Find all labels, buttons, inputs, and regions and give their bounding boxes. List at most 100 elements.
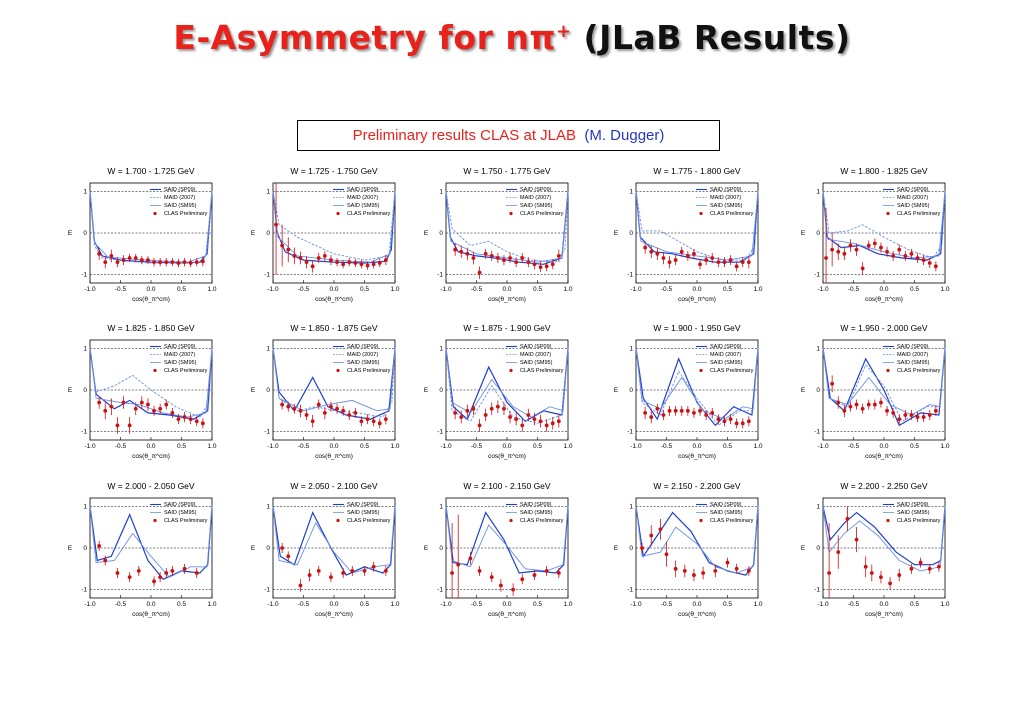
y-tick-label: -1 bbox=[81, 587, 87, 594]
chart-panel: W = 1.725 - 1.750 GeV 1 0 -1 -1.0 -0.5 0.0 0.5 1… bbox=[245, 163, 417, 313]
legend-label: MAID (2007) bbox=[520, 352, 551, 358]
data-point bbox=[848, 243, 853, 248]
legend-label: SAID (SM95) bbox=[164, 203, 197, 209]
data-point bbox=[658, 527, 663, 532]
data-point bbox=[477, 270, 482, 275]
data-point bbox=[502, 258, 506, 262]
y-tick-label: 1 bbox=[266, 503, 270, 510]
curve-said-sp09 bbox=[822, 191, 946, 261]
y-tick-label: -1 bbox=[264, 272, 270, 279]
data-point bbox=[746, 569, 751, 573]
chart-title: W = 1.825 - 1.850 GeV bbox=[107, 323, 195, 333]
chart-title: W = 1.750 - 1.775 GeV bbox=[463, 166, 551, 176]
chart-title: W = 1.875 - 1.900 GeV bbox=[463, 323, 551, 333]
x-tick-label: 1.0 bbox=[940, 601, 949, 608]
data-point bbox=[710, 411, 715, 415]
data-point bbox=[127, 423, 132, 428]
chart-svg: W = 2.000 - 2.050 GeV 1 0 -1 -1.0 -0.5 0.0 0.5 1… bbox=[68, 481, 217, 618]
x-tick-label: 0.5 bbox=[360, 443, 369, 450]
y-axis-label: E bbox=[801, 230, 806, 237]
curve-maid-2007 bbox=[445, 191, 569, 263]
y-axis-label: E bbox=[251, 230, 256, 237]
data-point bbox=[286, 404, 291, 409]
data-point bbox=[879, 575, 883, 580]
x-tick-label: -0.5 bbox=[298, 286, 310, 293]
curve-said-sm95 bbox=[89, 348, 213, 418]
data-point bbox=[158, 575, 163, 580]
data-point bbox=[194, 571, 199, 575]
data-point bbox=[341, 571, 346, 575]
curve-maid-2007 bbox=[89, 191, 213, 264]
chart-panel: W = 1.825 - 1.850 GeV 1 0 -1 -1.0 -0.5 0.0 0.5 1… bbox=[62, 320, 234, 470]
data-point bbox=[109, 254, 114, 258]
data-point bbox=[139, 258, 144, 262]
y-axis-label: E bbox=[614, 545, 619, 552]
data-point bbox=[316, 402, 321, 407]
chart-panel: W = 2.000 - 2.050 GeV 1 0 -1 -1.0 -0.5 0.0 0.5 1… bbox=[62, 478, 234, 628]
data-point bbox=[136, 569, 141, 573]
data-point bbox=[316, 569, 321, 573]
y-tick-label: 0 bbox=[439, 545, 443, 552]
title-main: E-Asymmetry for nπ bbox=[173, 18, 556, 57]
data-point bbox=[734, 264, 739, 269]
legend-label: MAID (2007) bbox=[710, 195, 741, 201]
chart-title: W = 2.150 - 2.200 GeV bbox=[653, 481, 741, 491]
data-point bbox=[97, 251, 102, 256]
x-tick-label: 1.0 bbox=[753, 601, 762, 608]
data-point bbox=[514, 260, 519, 265]
y-tick-label: 0 bbox=[439, 387, 443, 394]
y-tick-label: -1 bbox=[437, 587, 443, 594]
curve-said-sm95 bbox=[272, 348, 396, 412]
data-point bbox=[649, 415, 654, 419]
data-point bbox=[655, 251, 660, 256]
y-tick-label: -1 bbox=[81, 429, 87, 436]
data-point bbox=[836, 249, 841, 254]
legend-label: SAID (SP09) bbox=[520, 502, 552, 508]
chart-title: W = 2.100 - 2.150 GeV bbox=[463, 481, 551, 491]
x-tick-label: -0.5 bbox=[298, 601, 310, 608]
legend-label: MAID (2007) bbox=[897, 195, 928, 201]
chart-panel: W = 1.900 - 1.950 GeV 1 0 -1 -1.0 -0.5 0.0 0.5 1… bbox=[608, 320, 780, 470]
x-tick-label: 0.5 bbox=[533, 443, 542, 450]
y-tick-label: 0 bbox=[266, 387, 270, 394]
chart-title: W = 1.950 - 2.000 GeV bbox=[840, 323, 928, 333]
data-point bbox=[508, 256, 512, 260]
x-tick-label: -0.5 bbox=[848, 286, 860, 293]
data-point bbox=[927, 261, 932, 265]
data-point bbox=[927, 566, 932, 571]
data-point bbox=[897, 417, 902, 422]
data-point bbox=[322, 411, 327, 415]
data-point bbox=[897, 247, 902, 252]
x-tick-label: 0.5 bbox=[723, 443, 732, 450]
legend-marker bbox=[509, 211, 513, 216]
y-tick-label: 0 bbox=[266, 230, 270, 237]
legend-label: SAID (SM95) bbox=[897, 203, 930, 209]
x-axis-label: cos(θ_π^cm) bbox=[488, 611, 526, 618]
data-point bbox=[307, 573, 312, 577]
x-tick-label: -1.0 bbox=[817, 286, 829, 293]
y-tick-label: 1 bbox=[629, 503, 633, 510]
curve-said-sp09 bbox=[822, 506, 946, 566]
x-tick-label: 0.5 bbox=[360, 601, 369, 608]
y-tick-label: -1 bbox=[437, 272, 443, 279]
data-point bbox=[885, 249, 889, 254]
chart-panel: W = 1.775 - 1.800 GeV 1 0 -1 -1.0 -0.5 0.0 0.5 1… bbox=[608, 163, 780, 313]
x-tick-label: 0.5 bbox=[910, 286, 919, 293]
x-tick-label: 0.5 bbox=[360, 286, 369, 293]
data-point bbox=[827, 571, 831, 575]
data-point bbox=[139, 400, 144, 405]
data-point bbox=[188, 261, 193, 265]
x-tick-label: 0.5 bbox=[910, 601, 919, 608]
legend-label: CLAS Preliminary bbox=[710, 368, 754, 374]
y-tick-label: 0 bbox=[83, 387, 87, 394]
curve-said-sm95 bbox=[635, 348, 759, 420]
subtitle-author: (M. Dugger) bbox=[584, 127, 665, 144]
x-tick-label: -1.0 bbox=[84, 286, 96, 293]
data-point bbox=[538, 419, 543, 424]
legend-marker bbox=[509, 368, 513, 373]
chart-panel: W = 2.150 - 2.200 GeV 1 0 -1 -1.0 -0.5 0.0 0.5 1… bbox=[608, 478, 780, 628]
y-tick-label: -1 bbox=[264, 587, 270, 594]
chart-panel: W = 1.850 - 1.875 GeV 1 0 -1 -1.0 -0.5 0.0 0.5 1… bbox=[245, 320, 417, 470]
data-point bbox=[347, 260, 352, 265]
legend-label: SAID (SP09) bbox=[897, 187, 929, 193]
